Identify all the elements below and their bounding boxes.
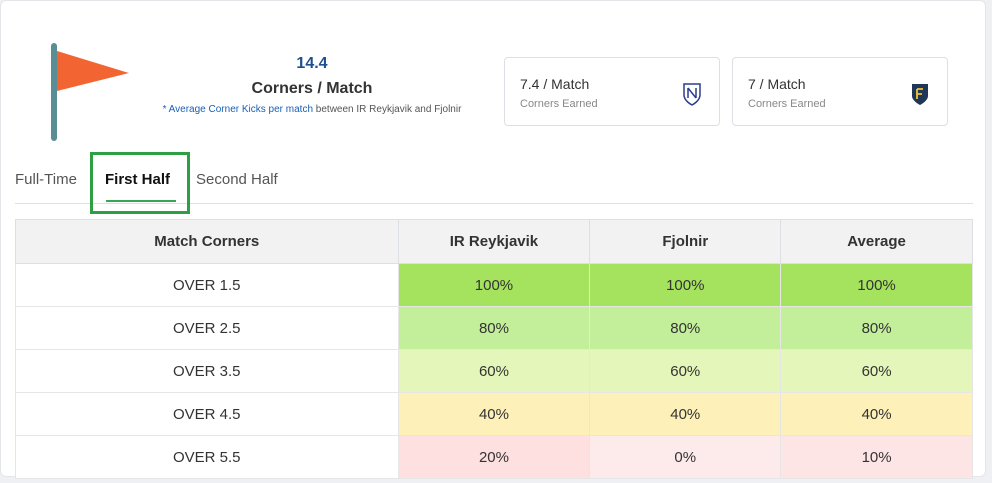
row-label: OVER 5.5 [15, 435, 399, 479]
fjolnir-crest-icon [911, 82, 929, 106]
tab-first-half[interactable]: First Half [105, 171, 171, 188]
row-label: OVER 1.5 [15, 263, 399, 307]
average-percent: 100% [780, 263, 973, 307]
average-percent: 80% [780, 306, 973, 350]
fjolnir-percent: 40% [589, 392, 782, 436]
header-average: Average [780, 219, 973, 264]
fjolnir-percent: 80% [589, 306, 782, 350]
fjolnir-percent: 100% [589, 263, 782, 307]
average-percent: 60% [780, 349, 973, 393]
corner-flag-icon [49, 41, 133, 143]
header-fjolnir: Fjolnir [589, 219, 782, 264]
fjolnir-percent: 0% [589, 435, 782, 479]
table-row: OVER 4.5 40% 40% 40% [15, 392, 973, 436]
active-tab-underline [106, 200, 176, 202]
fjolnir-corners-label: Corners Earned [748, 98, 826, 110]
header-match-corners: Match Corners [15, 219, 399, 264]
table-row: OVER 5.5 20% 0% 10% [15, 435, 973, 479]
average-percent: 10% [780, 435, 973, 479]
ir-reykjavik-percent: 60% [397, 349, 591, 393]
selected-tab-highlight [90, 152, 190, 214]
row-label: OVER 2.5 [15, 306, 399, 350]
description-text: between IR Reykjavik and Fjolnir [313, 104, 462, 115]
corners-per-match-value: 14.4 [296, 55, 328, 72]
ir-reykjavik-percent: 40% [397, 392, 591, 436]
ir-reykjavik-stat-box: 7.4 / Match Corners Earned [504, 57, 720, 126]
fjolnir-percent: 60% [589, 349, 782, 393]
table-row: OVER 2.5 80% 80% 80% [15, 306, 973, 350]
corners-table: Match Corners IR Reykjavik Fjolnir Avera… [15, 219, 973, 479]
corners-description: * Average Corner Kicks per match between… [151, 103, 473, 117]
ir-reykjavik-percent: 80% [397, 306, 591, 350]
row-label: OVER 4.5 [15, 392, 399, 436]
ir-reykjavik-corners-label: Corners Earned [520, 98, 598, 110]
ir-reykjavik-corners-value: 7.4 / Match [520, 76, 590, 92]
row-label: OVER 3.5 [15, 349, 399, 393]
tab-full-time[interactable]: Full-Time [15, 171, 77, 188]
table-header-row: Match Corners IR Reykjavik Fjolnir Avera… [15, 219, 973, 264]
description-link[interactable]: * Average Corner Kicks per match [162, 104, 314, 115]
table-row: OVER 1.5 100% 100% 100% [15, 263, 973, 307]
table-row: OVER 3.5 60% 60% 60% [15, 349, 973, 393]
period-tabs: Full-Time First Half Second Half [15, 161, 973, 204]
fjolnir-stat-box: 7 / Match Corners Earned [732, 57, 948, 126]
ir-reykjavik-percent: 20% [397, 435, 591, 479]
fjolnir-corners-value: 7 / Match [748, 76, 806, 92]
corners-per-match-label: Corners / Match [251, 80, 373, 97]
header-ir-reykjavik: IR Reykjavik [397, 219, 591, 264]
ir-reykjavik-crest-icon [683, 82, 701, 106]
ir-reykjavik-percent: 100% [397, 263, 591, 307]
corners-summary: 14.4 Corners / Match * Average Corner Ki… [151, 55, 473, 117]
average-percent: 40% [780, 392, 973, 436]
tab-second-half[interactable]: Second Half [196, 171, 278, 188]
